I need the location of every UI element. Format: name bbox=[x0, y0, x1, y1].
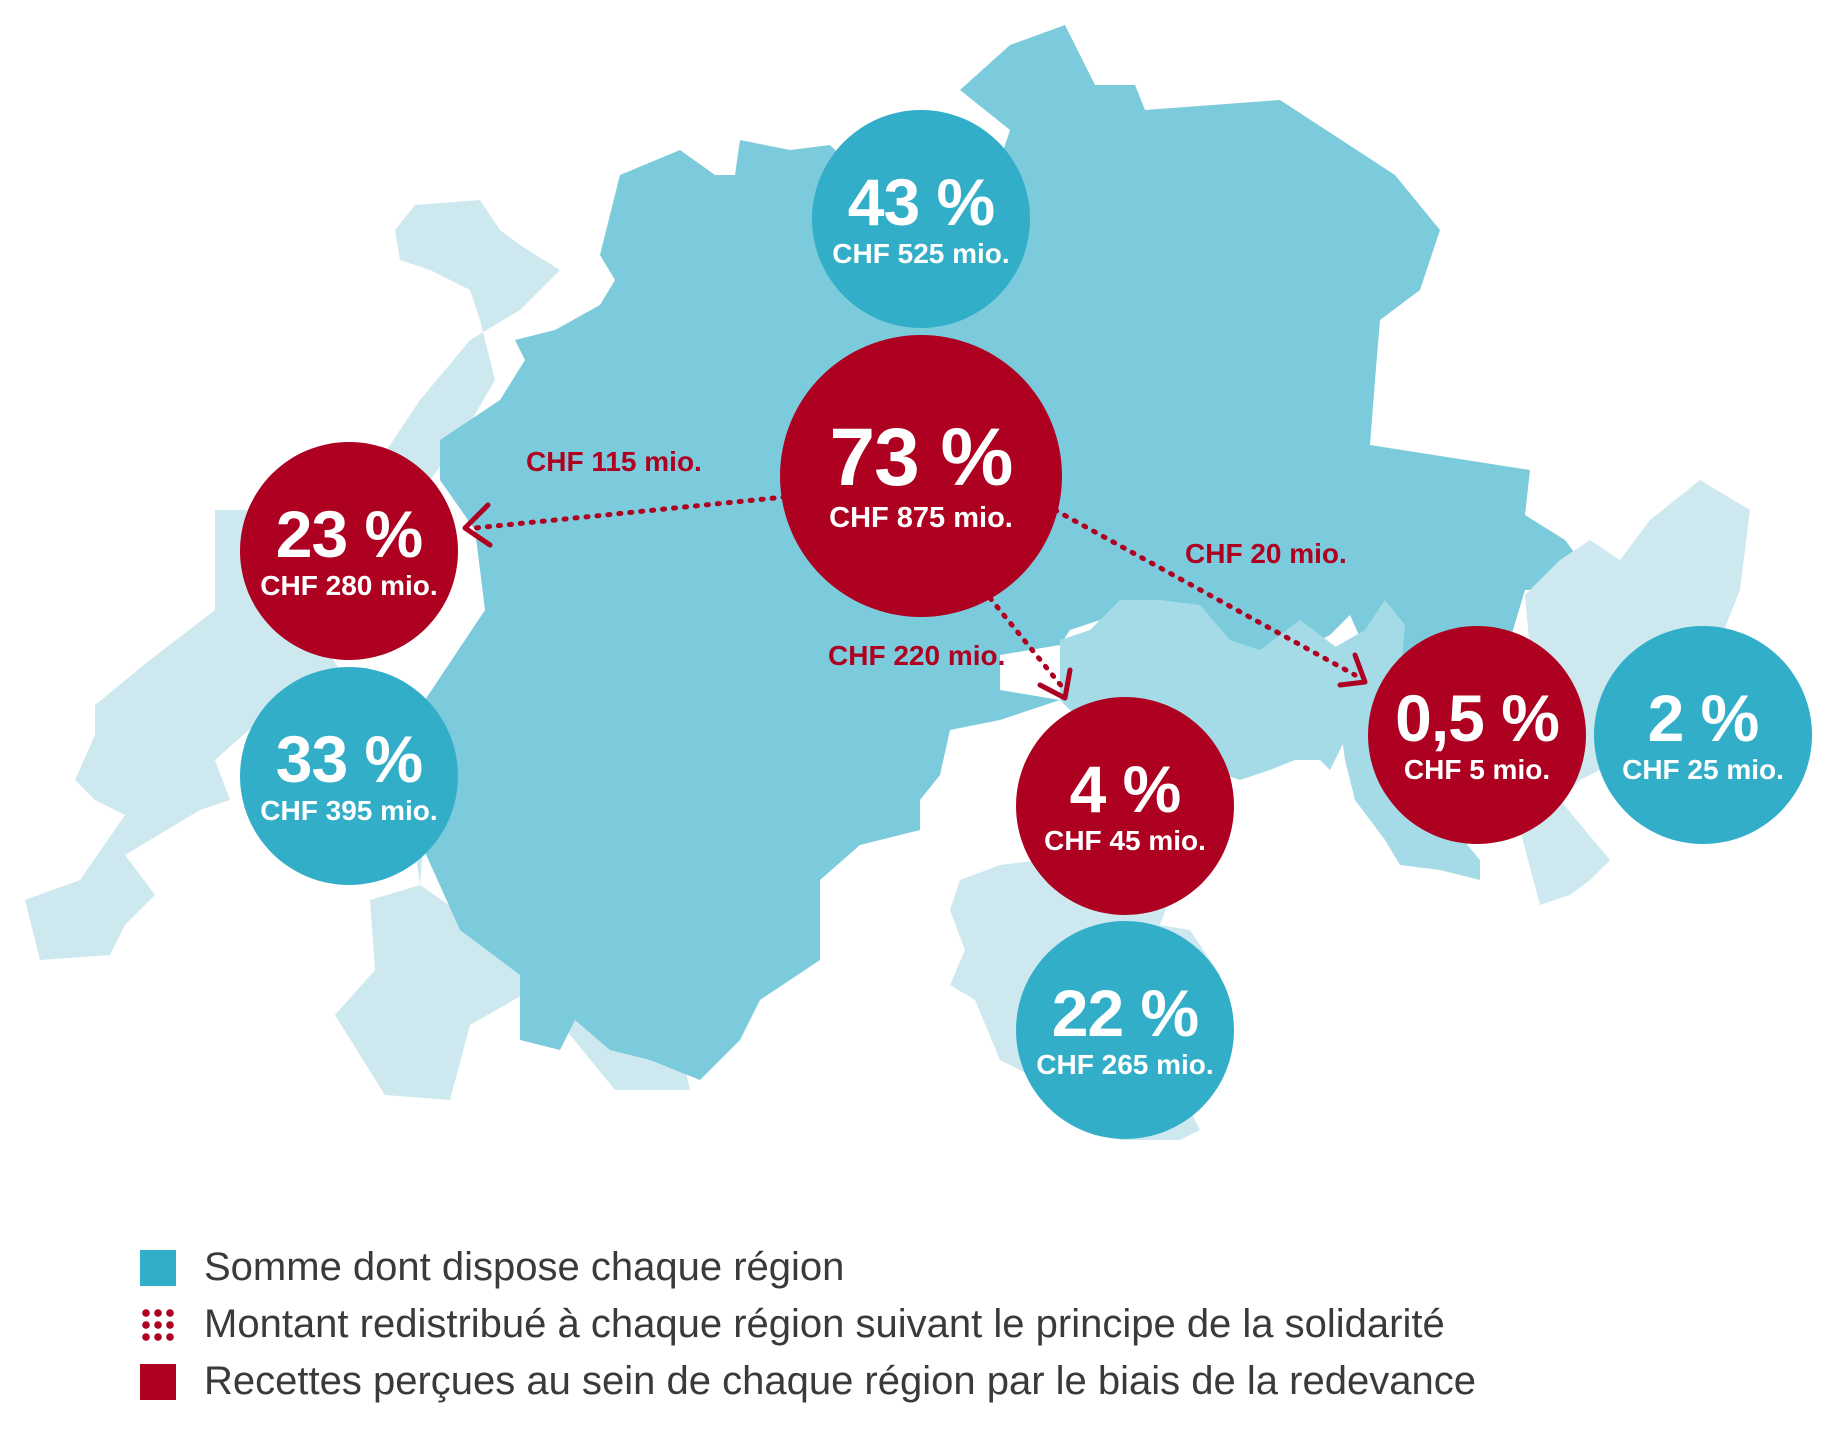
romansh-available-amount: CHF 25 mio. bbox=[1622, 753, 1784, 785]
flow-label-italian: CHF 220 mio. bbox=[828, 640, 1006, 671]
french-revenue-circle: 23 % CHF 280 mio. bbox=[240, 442, 458, 660]
german-revenue-amount: CHF 875 mio. bbox=[829, 502, 1013, 535]
french-revenue-pct: 23 % bbox=[275, 496, 423, 571]
region-romansh bbox=[1330, 600, 1480, 880]
flow-arrow-italian bbox=[987, 595, 1066, 691]
legend-item-revenue: Recettes perçues au sein de chaque régio… bbox=[140, 1359, 1476, 1404]
italian-available-amount: CHF 265 mio. bbox=[1036, 1048, 1214, 1080]
legend-swatch-red bbox=[140, 1363, 176, 1400]
arrowhead-romansh bbox=[1337, 652, 1368, 688]
flow-arrow-french bbox=[472, 494, 788, 531]
french-revenue-amount: CHF 280 mio. bbox=[260, 569, 438, 601]
italian-revenue-amount: CHF 45 mio. bbox=[1044, 824, 1206, 856]
italian-available-circle: 22 % CHF 265 mio. bbox=[1016, 921, 1234, 1139]
french-available-pct: 33 % bbox=[275, 721, 423, 796]
romansh-revenue-circle: 0,5 % CHF 5 mio. bbox=[1368, 626, 1586, 844]
legend-label-available: Somme dont dispose chaque région bbox=[204, 1245, 845, 1289]
legend-label-revenue: Recettes perçues au sein de chaque régio… bbox=[204, 1359, 1476, 1403]
flow-arrow-romansh bbox=[1052, 507, 1358, 678]
italian-revenue-pct: 4 % bbox=[1069, 751, 1182, 826]
flow-label-romansh: CHF 20 mio. bbox=[1185, 538, 1347, 569]
romansh-revenue-pct: 0,5 % bbox=[1395, 680, 1560, 755]
legend-swatch-dots bbox=[140, 1306, 176, 1343]
romansh-available-pct: 2 % bbox=[1647, 680, 1760, 755]
region-italian-north bbox=[1060, 600, 1350, 780]
legend-item-redistributed: Montant redistribué à chaque région suiv… bbox=[140, 1302, 1445, 1347]
legend-item-available: Somme dont dispose chaque région bbox=[140, 1245, 844, 1290]
german-revenue-circle: 73 % CHF 875 mio. bbox=[780, 335, 1062, 617]
arrowhead-italian bbox=[1037, 667, 1073, 701]
romansh-revenue-amount: CHF 5 mio. bbox=[1403, 753, 1551, 785]
legend-label-redistributed: Montant redistribué à chaque région suiv… bbox=[204, 1302, 1445, 1346]
german-available-amount: CHF 525 mio. bbox=[832, 237, 1010, 269]
legend-swatch-blue bbox=[140, 1249, 176, 1286]
italian-revenue-circle: 4 % CHF 45 mio. bbox=[1016, 697, 1234, 915]
french-available-circle: 33 % CHF 395 mio. bbox=[240, 667, 458, 885]
german-revenue-pct: 73 % bbox=[829, 412, 1014, 504]
arrowhead-french bbox=[462, 502, 493, 548]
german-available-pct: 43 % bbox=[847, 164, 995, 239]
french-available-amount: CHF 395 mio. bbox=[260, 794, 438, 826]
romansh-available-circle: 2 % CHF 25 mio. bbox=[1594, 626, 1812, 844]
italian-available-pct: 22 % bbox=[1051, 975, 1199, 1050]
german-available-circle: 43 % CHF 525 mio. bbox=[812, 110, 1030, 328]
flow-label-french: CHF 115 mio. bbox=[526, 446, 702, 477]
